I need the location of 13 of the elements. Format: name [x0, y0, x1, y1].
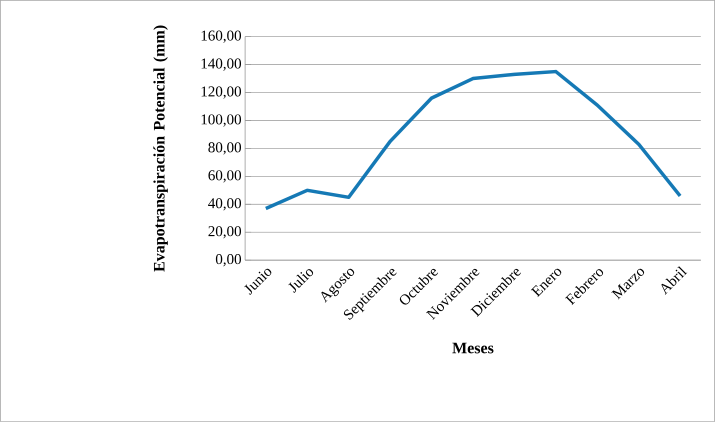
- y-tick-label: 40,00: [208, 198, 242, 210]
- y-tick-label: 0,00: [216, 254, 242, 266]
- y-tick-label: 100,00: [202, 114, 242, 127]
- y-tick-label: 20,00: [208, 226, 242, 238]
- y-tick-label: 120,00: [202, 86, 242, 99]
- y-tick-label: 140,00: [202, 58, 242, 71]
- x-tick-label: Julio: [288, 269, 314, 293]
- y-axis-title: Evapotranspiración Potencial (mm): [153, 26, 168, 272]
- x-axis-title: Meses: [452, 342, 494, 354]
- line-series: [264, 70, 682, 210]
- y-tick-label: 160,00: [202, 30, 242, 43]
- y-tick-label: 80,00: [208, 142, 242, 155]
- y-tick-label: 60,00: [208, 170, 242, 183]
